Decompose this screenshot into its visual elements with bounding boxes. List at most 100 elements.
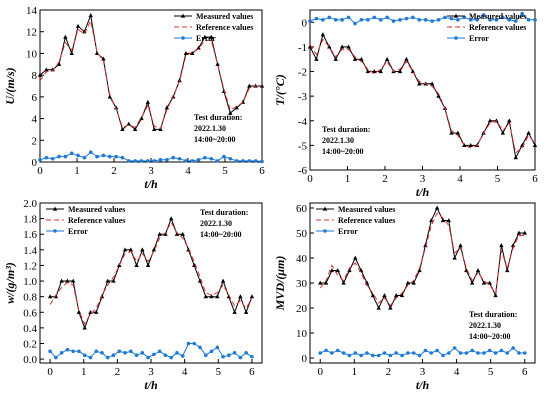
- data-point: [77, 349, 81, 354]
- y-tick-label: 10: [296, 328, 308, 340]
- data-point: [241, 159, 245, 163]
- data-point: [430, 19, 434, 23]
- data-point: [94, 349, 99, 354]
- data-point: [82, 353, 87, 357]
- data-point: [398, 18, 402, 22]
- data-point: [330, 351, 334, 355]
- data-point: [532, 142, 538, 147]
- data-point: [429, 81, 435, 86]
- data-point: [324, 348, 328, 353]
- series-line-reference: [39, 19, 262, 129]
- data-point: [441, 353, 445, 358]
- data-point: [371, 353, 375, 358]
- data-point: [202, 34, 208, 39]
- y-axis-label: w/(g/m³): [3, 262, 17, 304]
- data-point: [59, 351, 64, 355]
- series-line-reference: [319, 212, 525, 307]
- data-point: [88, 150, 93, 155]
- data-point: [400, 353, 404, 358]
- data-point: [253, 159, 258, 163]
- data-point: [192, 341, 197, 346]
- data-point: [501, 15, 505, 20]
- data-point: [69, 151, 74, 156]
- x-tick-label: 1: [352, 366, 358, 378]
- data-point: [107, 94, 112, 99]
- y-tick-label: 2.0: [23, 198, 37, 210]
- data-point: [475, 268, 481, 273]
- data-point: [128, 247, 134, 252]
- data-point: [105, 278, 110, 283]
- y-tick-label: -1: [298, 42, 307, 54]
- legend-label: Measured values: [196, 12, 253, 21]
- y-tick-label: 1.2: [23, 260, 37, 272]
- data-point: [359, 18, 364, 22]
- legend-label: Measured values: [338, 205, 395, 214]
- data-point: [158, 158, 163, 162]
- data-point: [132, 127, 138, 132]
- data-point: [198, 345, 202, 350]
- data-point: [370, 293, 376, 298]
- data-point: [394, 351, 399, 355]
- data-point: [232, 309, 237, 314]
- data-point: [228, 110, 233, 115]
- y-tick-label: 6: [32, 92, 38, 104]
- legend-marker: [181, 36, 185, 40]
- data-point: [526, 130, 531, 135]
- data-point: [510, 243, 516, 248]
- data-point: [129, 349, 133, 354]
- data-point: [522, 230, 527, 235]
- x-tick-label: 5: [222, 165, 228, 177]
- data-point: [417, 81, 422, 86]
- data-point: [146, 355, 150, 360]
- data-point: [352, 56, 358, 61]
- legend-label: Reference values: [469, 23, 526, 32]
- data-point: [260, 159, 264, 164]
- data-point: [59, 278, 64, 283]
- y-tick-label: 1.6: [23, 229, 37, 241]
- x-axis-label: t/h: [416, 185, 430, 199]
- data-point: [436, 18, 441, 22]
- y-tick-label: 40: [296, 253, 308, 265]
- data-point: [71, 349, 75, 354]
- note-line: 14:00~20:00: [194, 135, 236, 144]
- data-point: [382, 293, 387, 298]
- data-point: [48, 349, 52, 354]
- y-tick-label: 30: [296, 278, 308, 290]
- data-point: [507, 118, 512, 123]
- data-point: [177, 78, 182, 83]
- data-point: [417, 353, 422, 358]
- data-point: [333, 56, 338, 61]
- data-point: [123, 351, 127, 355]
- data-point: [197, 278, 203, 283]
- y-tick-label: -3: [298, 91, 308, 103]
- data-point: [482, 351, 486, 355]
- data-point: [220, 278, 226, 283]
- data-point: [487, 348, 492, 353]
- data-point: [82, 155, 87, 160]
- data-point: [417, 268, 422, 273]
- data-point: [120, 155, 125, 160]
- data-point: [435, 348, 439, 353]
- note-line: Test duration:: [194, 113, 242, 122]
- x-tick-label: 2: [111, 165, 117, 177]
- data-point: [468, 142, 473, 147]
- data-point: [385, 15, 389, 20]
- data-point: [227, 353, 231, 357]
- data-point: [120, 127, 125, 132]
- y-axis-label: T/(°C): [273, 74, 287, 105]
- data-point: [341, 280, 346, 285]
- data-point: [209, 156, 214, 161]
- data-point: [476, 351, 480, 355]
- data-point: [243, 309, 249, 314]
- data-point: [249, 294, 255, 299]
- data-point: [174, 231, 180, 236]
- data-point: [238, 355, 243, 360]
- data-point: [423, 18, 428, 22]
- data-point: [468, 18, 473, 22]
- data-point: [365, 69, 371, 74]
- y-tick-label: 10: [26, 48, 38, 60]
- data-point: [443, 15, 447, 20]
- x-tick-label: 2: [382, 173, 388, 185]
- y-tick-label: 20: [296, 303, 308, 315]
- data-point: [134, 353, 139, 357]
